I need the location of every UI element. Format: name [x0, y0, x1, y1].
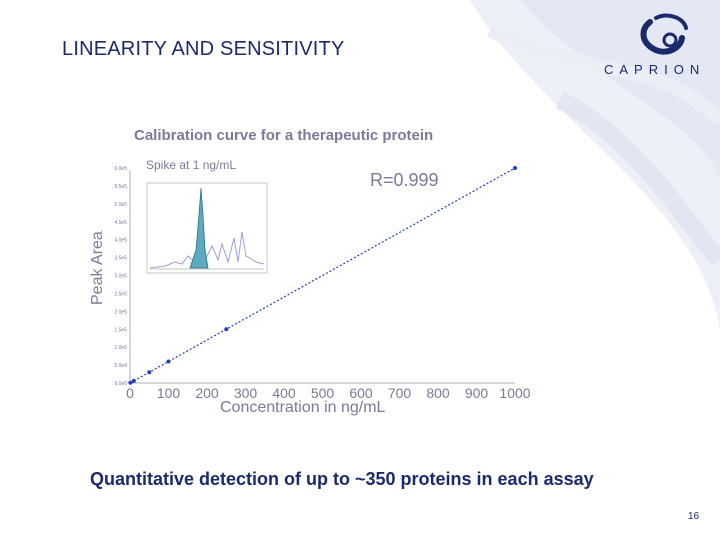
y-tick-label: 5.0e5	[114, 202, 127, 208]
y-tick-label: 1.5e5	[114, 327, 127, 333]
inset-peak	[189, 187, 209, 269]
y-tick-label: 5.5e5	[114, 184, 127, 190]
y-tick-label: 0.0e0	[114, 381, 127, 387]
y-tick-labels: 0.0e0 5.0e4 1.0e5 1.5e5 2.0e5 2.5e5 3.0e5 3.5e5…	[114, 166, 127, 387]
x-tick-label: 0	[126, 385, 134, 401]
data-point	[147, 370, 152, 375]
x-tick-label: 300	[234, 385, 258, 401]
y-tick-label: 3.5e5	[114, 256, 127, 262]
logo-wordmark: CAPRION	[604, 62, 706, 77]
x-tick-label: 400	[272, 385, 296, 401]
y-tick-label: 2.0e5	[114, 309, 127, 315]
y-tick-label: 4.5e5	[114, 220, 127, 226]
caprion-logo-icon	[640, 13, 688, 55]
y-axis-label: Peak Area	[89, 231, 106, 305]
x-tick-label: 100	[157, 385, 181, 401]
inset-label: Spike at 1 ng/mL	[146, 158, 236, 172]
y-tick-label: 1.0e5	[114, 345, 127, 351]
data-point	[513, 166, 517, 170]
chart-annotation: R=0.999	[370, 170, 439, 190]
data-point	[166, 359, 171, 364]
inset-trace-secondary	[149, 231, 265, 269]
inset-chromatogram: Spike at 1 ng/mL	[146, 158, 268, 274]
x-tick-labels: 0 100 200 300 400 500 600 700 800 900 1000	[126, 385, 531, 401]
y-tick-label: 2.5e5	[114, 291, 127, 297]
data-point	[131, 378, 136, 383]
data-points	[128, 166, 517, 385]
y-tick-label: 4.0e5	[114, 238, 127, 244]
x-tick-label: 600	[349, 385, 373, 401]
page-number: 16	[688, 511, 700, 522]
data-point	[224, 327, 229, 332]
x-tick-label: 800	[426, 385, 450, 401]
y-tick-label: 3.0e5	[114, 274, 127, 280]
x-tick-label: 900	[465, 385, 489, 401]
slide-title: LINEARITY AND SENSITIVITY	[62, 38, 345, 60]
x-tick-label: 1000	[499, 385, 530, 401]
y-tick-label: 5.0e4	[114, 363, 127, 369]
data-point	[128, 380, 133, 385]
x-tick-label: 700	[388, 385, 412, 401]
x-tick-label: 200	[195, 385, 219, 401]
inset-frame	[146, 182, 268, 274]
x-tick-label: 500	[311, 385, 335, 401]
slide-caption: Quantitative detection of up to ~350 pro…	[90, 469, 594, 489]
calibration-line	[130, 167, 516, 384]
x-axis-label: Concentration in ng/mL	[220, 399, 386, 416]
chart-title: Calibration curve for a therapeutic prot…	[134, 127, 433, 144]
y-tick-label: 6.0e5	[114, 166, 127, 172]
